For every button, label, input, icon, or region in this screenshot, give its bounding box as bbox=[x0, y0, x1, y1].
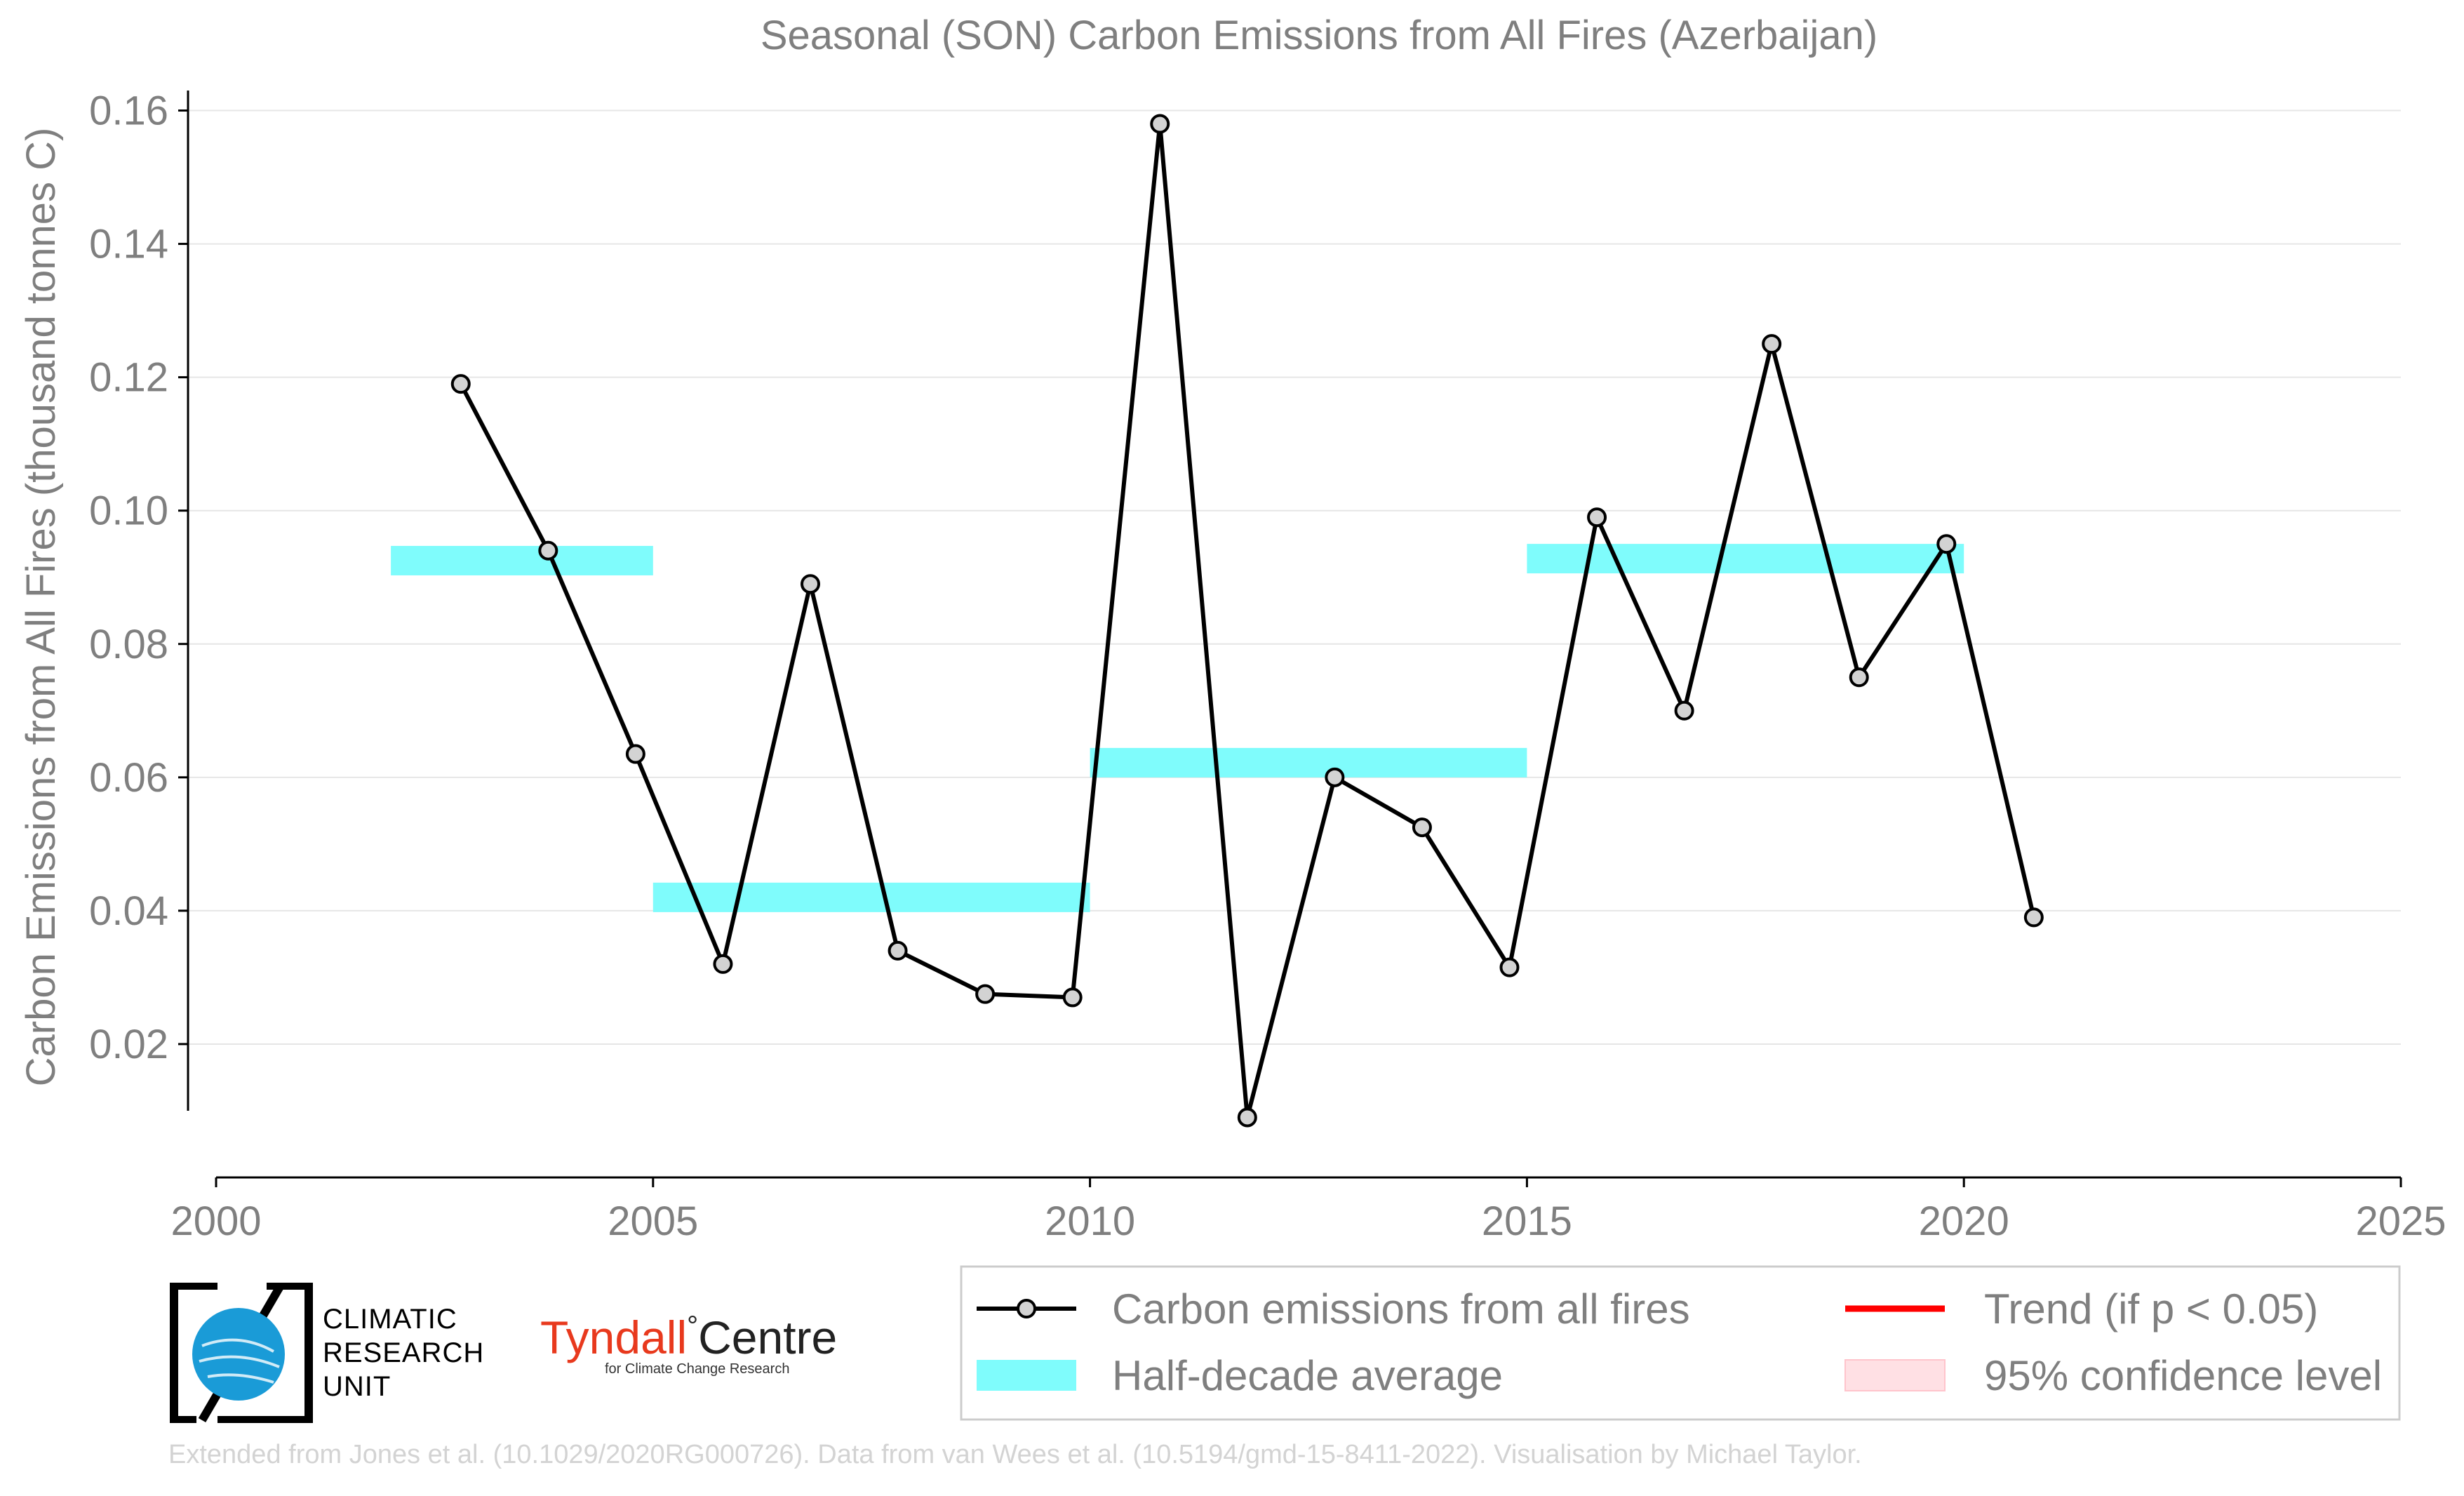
legend-patch-swatch bbox=[977, 1360, 1076, 1391]
gridlines bbox=[188, 109, 2401, 1045]
emissions-data-point bbox=[1936, 534, 1957, 554]
y-tick-label: 0.08 bbox=[89, 622, 168, 667]
half-decade-average-bars bbox=[391, 544, 1964, 912]
emissions-data-point bbox=[888, 940, 908, 961]
tyndall-name-part2: Centre bbox=[698, 1311, 838, 1363]
legend-box bbox=[960, 1265, 2401, 1421]
emissions-data-point bbox=[1412, 817, 1432, 838]
y-axis: 0.02 0.04 0.06 0.08 0.10 0.12 0.14 0.16 bbox=[89, 88, 189, 1111]
emissions-data-point bbox=[625, 744, 645, 764]
cru-text-line1: CLIMATIC bbox=[323, 1304, 457, 1335]
y-tick-label: 0.06 bbox=[89, 755, 168, 801]
legend-patch-swatch bbox=[1844, 1359, 1946, 1391]
tyndall-logo: Tyndall°Centre for Climate Change Resear… bbox=[540, 1311, 838, 1395]
half-decade-average-bar bbox=[652, 882, 1090, 912]
y-tick-label: 0.10 bbox=[89, 488, 168, 534]
y-tick-label: 0.02 bbox=[89, 1022, 168, 1067]
legend-label: Half-decade average bbox=[1112, 1352, 1503, 1399]
x-axis: 2000 2005 2010 2015 2020 2025 bbox=[170, 1176, 2446, 1244]
cru-text-line3: UNIT bbox=[323, 1371, 391, 1402]
emissions-data-point bbox=[1674, 700, 1694, 721]
emissions-data-point bbox=[1587, 507, 1607, 528]
cru-logo: CLIMATIC RESEARCH UNIT bbox=[168, 1281, 498, 1424]
y-tick-label: 0.16 bbox=[89, 88, 168, 134]
y-tick-label: 0.14 bbox=[89, 222, 168, 267]
legend-label: 95% confidence level bbox=[1984, 1352, 2382, 1399]
emissions-data-point bbox=[1062, 987, 1083, 1008]
legend: Carbon emissions from all fires Trend (if… bbox=[960, 1265, 2401, 1421]
emissions-series bbox=[450, 114, 2044, 1128]
x-tick-label: 2020 bbox=[1919, 1198, 2009, 1244]
emissions-data-point bbox=[1849, 667, 1869, 688]
emissions-data-point bbox=[538, 540, 558, 561]
y-axis-label: Carbon Emissions from All Fires (thousan… bbox=[18, 128, 64, 1087]
cru-text-line2: RESEARCH bbox=[323, 1337, 485, 1368]
x-tick-label: 2010 bbox=[1045, 1198, 1135, 1244]
legend-label: Carbon emissions from all fires bbox=[1112, 1285, 1690, 1333]
tyndall-subtitle: for Climate Change Research bbox=[605, 1361, 790, 1377]
legend-marker-swatch bbox=[1017, 1299, 1036, 1318]
emissions-data-point bbox=[1150, 114, 1170, 134]
half-decade-average-bar bbox=[1090, 747, 1527, 777]
y-tick-label: 0.04 bbox=[89, 888, 168, 934]
emissions-line bbox=[459, 121, 2036, 1120]
emissions-data-point bbox=[2023, 907, 2044, 928]
y-tick-label: 0.12 bbox=[89, 355, 168, 401]
x-tick-label: 2005 bbox=[608, 1198, 698, 1244]
x-tick-label: 2000 bbox=[170, 1198, 261, 1244]
x-tick-label: 2025 bbox=[2355, 1198, 2446, 1244]
chart-title: Seasonal (SON) Carbon Emissions from All… bbox=[761, 13, 1877, 58]
emissions-data-point bbox=[1762, 334, 1782, 354]
half-decade-average-bar bbox=[1527, 544, 1964, 574]
legend-label: Trend (if p < 0.05) bbox=[1984, 1285, 2318, 1333]
emissions-data-point bbox=[713, 954, 733, 974]
emissions-data-point bbox=[801, 574, 821, 594]
emissions-data-point bbox=[975, 984, 996, 1004]
half-decade-average-bar bbox=[391, 545, 653, 575]
tyndall-name-part1: Tyndall bbox=[540, 1311, 688, 1363]
emissions-data-point bbox=[450, 374, 471, 394]
emissions-data-point bbox=[1237, 1107, 1257, 1128]
x-tick-label: 2015 bbox=[1482, 1198, 1572, 1244]
tyndall-degree: ° bbox=[687, 1311, 699, 1342]
footer-credit: Extended from Jones et al. (10.1029/2020… bbox=[168, 1440, 1862, 1469]
emissions-data-point bbox=[1499, 957, 1520, 977]
cru-globe-icon bbox=[170, 1281, 313, 1424]
emissions-data-point bbox=[1325, 767, 1345, 787]
